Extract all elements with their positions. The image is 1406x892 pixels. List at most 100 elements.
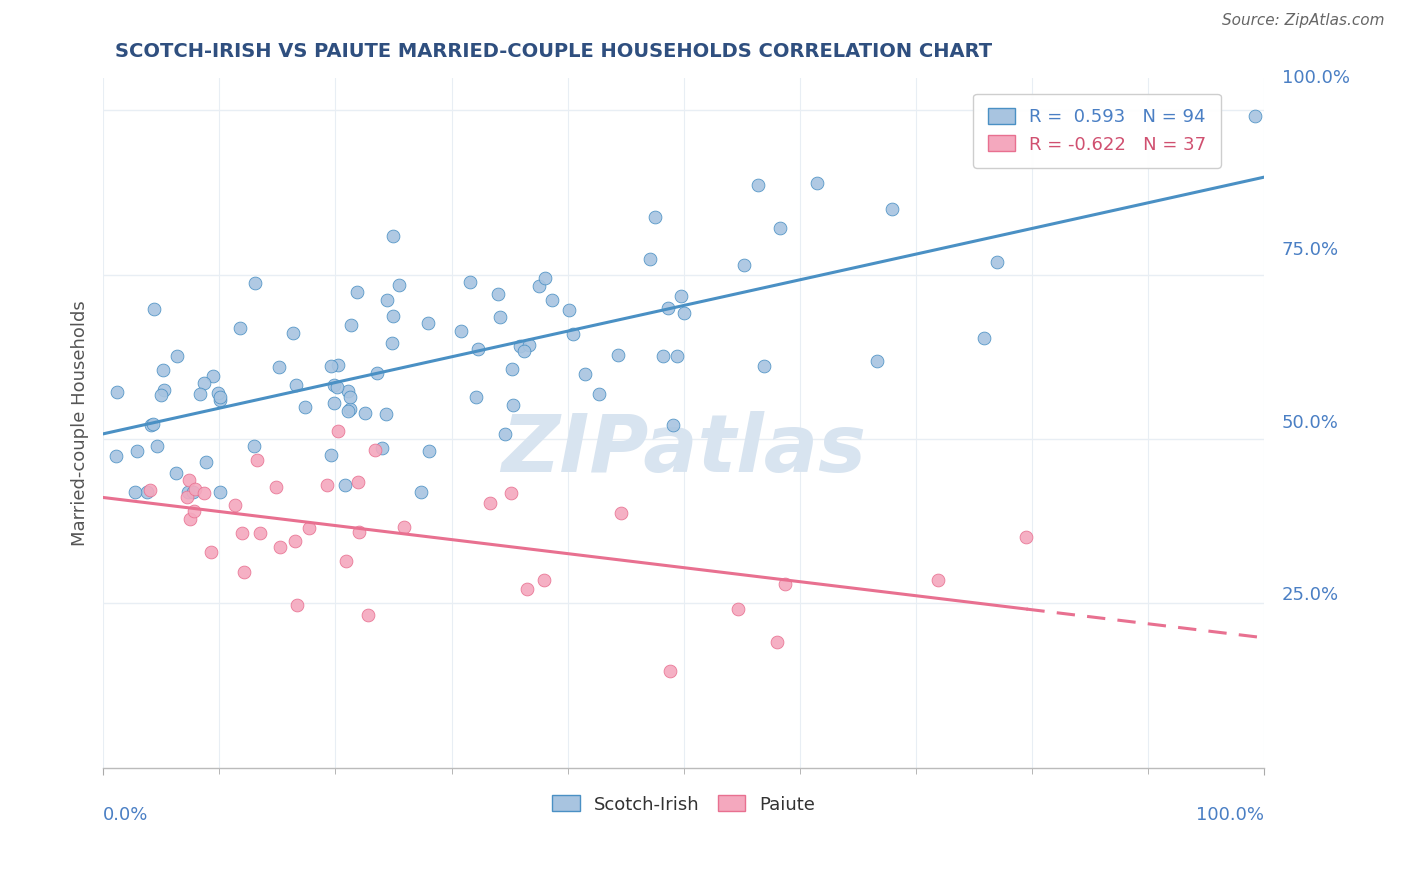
Point <box>588 387 610 401</box>
Text: 75.0%: 75.0% <box>1282 241 1339 259</box>
Point <box>927 573 949 587</box>
Point <box>754 359 776 373</box>
Point <box>337 404 360 418</box>
Point <box>880 202 903 217</box>
Point <box>973 331 995 345</box>
Point <box>381 335 404 350</box>
Point <box>200 545 222 559</box>
Point <box>285 599 308 613</box>
Point <box>183 504 205 518</box>
Point <box>336 384 359 399</box>
Point <box>323 395 346 409</box>
Point <box>733 258 755 272</box>
Point <box>652 350 675 364</box>
Point <box>509 339 531 353</box>
Point <box>188 386 211 401</box>
Point <box>806 176 828 190</box>
Point <box>177 473 200 487</box>
Point <box>136 484 159 499</box>
Point <box>657 301 679 316</box>
Point <box>335 554 357 568</box>
Point <box>283 326 305 341</box>
Point <box>659 664 682 678</box>
Point <box>375 293 398 307</box>
Point <box>516 582 538 596</box>
Point <box>125 443 148 458</box>
Point <box>416 316 439 330</box>
Point <box>208 484 231 499</box>
Point <box>231 525 253 540</box>
Point <box>610 507 633 521</box>
Point <box>177 484 200 499</box>
Point <box>773 577 796 591</box>
Point <box>176 490 198 504</box>
Point <box>153 384 176 398</box>
Point <box>467 343 489 357</box>
Point <box>479 496 502 510</box>
Point <box>143 301 166 316</box>
Point <box>264 480 287 494</box>
Point <box>502 397 524 411</box>
Text: 25.0%: 25.0% <box>1282 586 1339 604</box>
Point <box>269 540 291 554</box>
Point <box>541 293 564 307</box>
Text: 0.0%: 0.0% <box>103 805 149 823</box>
Legend: Scotch-Irish, Paiute: Scotch-Irish, Paiute <box>546 788 823 821</box>
Point <box>747 178 769 192</box>
Point <box>285 377 308 392</box>
Point <box>319 449 342 463</box>
Text: 100.0%: 100.0% <box>1282 69 1350 87</box>
Point <box>232 565 254 579</box>
Point <box>356 607 378 622</box>
Point <box>165 466 187 480</box>
Text: 100.0%: 100.0% <box>1197 805 1264 823</box>
Point <box>139 483 162 498</box>
Point <box>326 424 349 438</box>
Point <box>335 477 357 491</box>
Point <box>727 602 749 616</box>
Point <box>1244 109 1267 123</box>
Text: ZIPatlas: ZIPatlas <box>502 411 866 489</box>
Point <box>458 275 481 289</box>
Point <box>339 390 361 404</box>
Point <box>392 519 415 533</box>
Point <box>267 359 290 374</box>
Point <box>142 417 165 431</box>
Point <box>208 390 231 404</box>
Point <box>513 344 536 359</box>
Point <box>638 252 661 266</box>
Point <box>193 376 215 390</box>
Point <box>326 380 349 394</box>
Point <box>166 349 188 363</box>
Point <box>533 573 555 587</box>
Point <box>194 455 217 469</box>
Point <box>1015 530 1038 544</box>
Point <box>606 348 628 362</box>
Point <box>418 443 440 458</box>
Point <box>671 288 693 302</box>
Point <box>561 326 583 341</box>
Point <box>501 361 523 376</box>
Point <box>139 418 162 433</box>
Point <box>181 484 204 499</box>
Point <box>294 401 316 415</box>
Point <box>534 270 557 285</box>
Point <box>382 310 405 324</box>
Point <box>673 306 696 320</box>
Point <box>353 407 375 421</box>
Point <box>149 388 172 402</box>
Point <box>388 278 411 293</box>
Point <box>644 211 666 225</box>
Point <box>340 318 363 333</box>
Point <box>224 498 246 512</box>
Point <box>249 526 271 541</box>
Y-axis label: Married-couple Households: Married-couple Households <box>72 300 89 546</box>
Point <box>207 386 229 401</box>
Point <box>346 285 368 299</box>
Point <box>145 439 167 453</box>
Point <box>105 449 128 463</box>
Text: SCOTCH-IRISH VS PAIUTE MARRIED-COUPLE HOUSEHOLDS CORRELATION CHART: SCOTCH-IRISH VS PAIUTE MARRIED-COUPLE HO… <box>115 42 991 61</box>
Point <box>284 533 307 548</box>
Point <box>666 349 689 363</box>
Point <box>409 484 432 499</box>
